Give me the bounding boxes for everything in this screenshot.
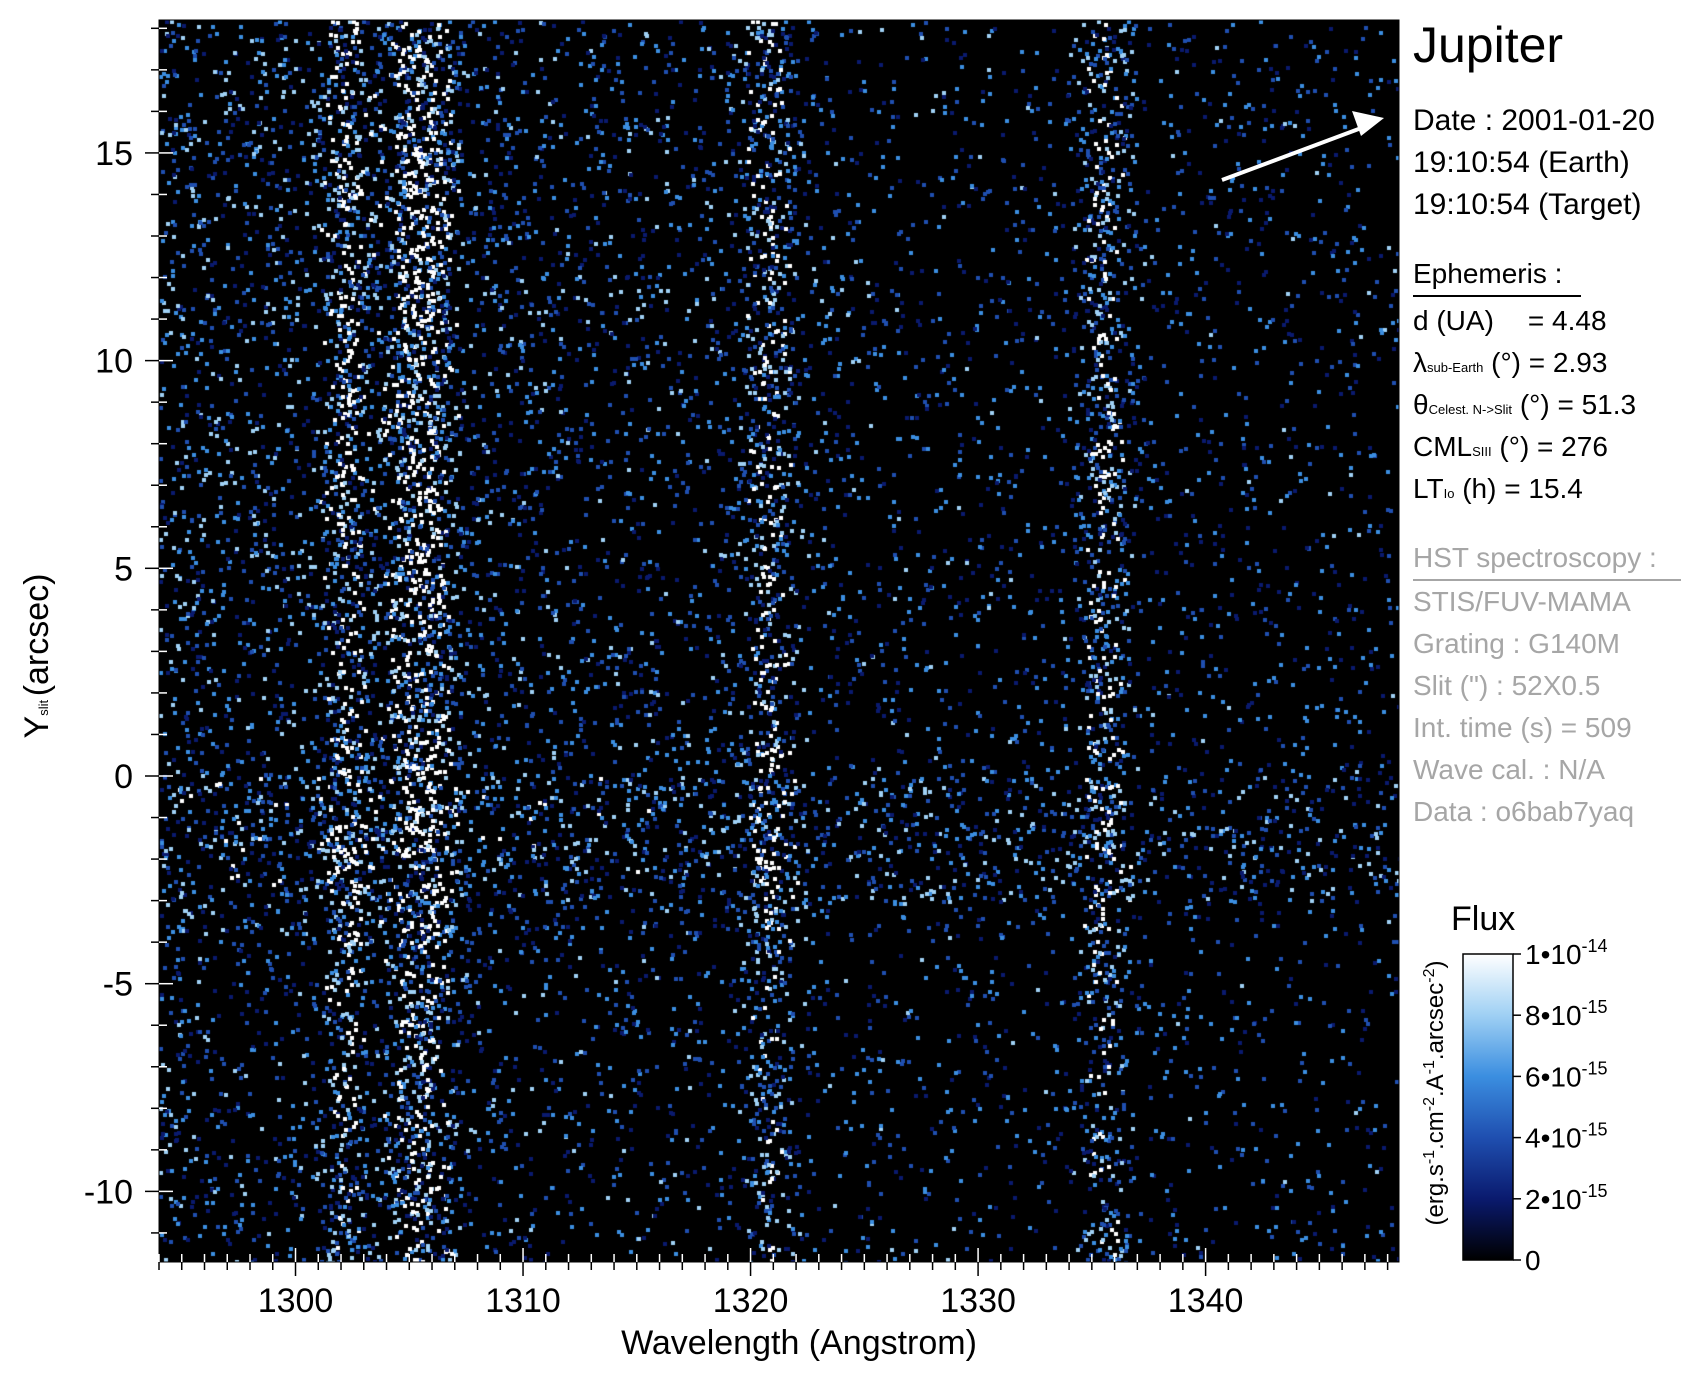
x-tick-label: 1300 — [258, 1282, 334, 1320]
target-time: 19:10:54 (Target) — [1413, 188, 1642, 221]
hst-grating: Grating : G140M — [1413, 628, 1620, 659]
hst-instrument: STIS/FUV-MAMA — [1413, 586, 1631, 617]
colorbar-tick-label: 6•10-15 — [1525, 1058, 1608, 1092]
colorbar-tick-label: 0 — [1525, 1245, 1541, 1276]
y-axis-label: Yslit (arcsec) — [18, 574, 56, 739]
y-tick-label: -5 — [103, 966, 133, 1004]
y-tick-label: 15 — [95, 135, 133, 173]
x-tick-label: 1310 — [485, 1282, 561, 1320]
x-tick-label: 1330 — [940, 1282, 1016, 1320]
y-tick-label: 0 — [114, 758, 133, 796]
y-tick-label: 10 — [95, 343, 133, 381]
colorbar-tick-label: 4•10-15 — [1525, 1120, 1608, 1154]
hst-slit: Slit (") : 52X0.5 — [1413, 670, 1601, 701]
hst-wave-cal: Wave cal. : N/A — [1413, 754, 1605, 785]
hst-integration-time: Int. time (s) = 509 — [1413, 712, 1632, 743]
x-axis-label: Wavelength (Angstrom) — [621, 1324, 977, 1362]
x-tick-label: 1340 — [1168, 1282, 1244, 1320]
north-arrow — [1221, 122, 1373, 182]
y-tick-label: 5 — [114, 550, 133, 588]
target-name: Jupiter — [1413, 17, 1564, 73]
colorbar-tick-label: 1•10-14 — [1525, 936, 1608, 970]
earth-time: 19:10:54 (Earth) — [1413, 146, 1630, 179]
ephemeris-title: Ephemeris : — [1413, 258, 1563, 289]
hst-title: HST spectroscopy : — [1413, 542, 1657, 573]
colorbar-title: Flux — [1451, 900, 1516, 938]
ephemeris-distance: d (UA) = 4.48 — [1413, 305, 1607, 336]
plot-frame — [158, 19, 1400, 1263]
y-tick-label: -10 — [84, 1173, 133, 1211]
colorbar-unit-label: (erg.s-1.cm-2.A-1.arcsec-2) — [1421, 960, 1449, 1226]
ephemeris-sub-earth-longitude: λsub-Earth (°) = 2.93 — [1413, 347, 1608, 378]
hst-data-id: Data : o6bab7yaq — [1413, 796, 1635, 827]
observation-date: Date : 2001-01-20 — [1413, 104, 1655, 137]
north-arrow-head — [1352, 111, 1384, 136]
ephemeris-slit-angle: θCelest. N->Slit (°) = 51.3 — [1413, 389, 1637, 420]
colorbar-tick-label: 8•10-15 — [1525, 997, 1608, 1031]
ephemeris-underline — [1413, 295, 1581, 297]
colorbar — [1462, 953, 1514, 1261]
ephemeris-cml: CMLSIII (°) = 276 — [1413, 431, 1608, 462]
spectral-image — [159, 20, 1399, 1262]
hst-underline — [1413, 579, 1681, 581]
x-tick-label: 1320 — [713, 1282, 789, 1320]
colorbar-tick-label: 2•10-15 — [1525, 1181, 1608, 1215]
ephemeris-local-time: LTIo (h) = 15.4 — [1413, 473, 1583, 504]
